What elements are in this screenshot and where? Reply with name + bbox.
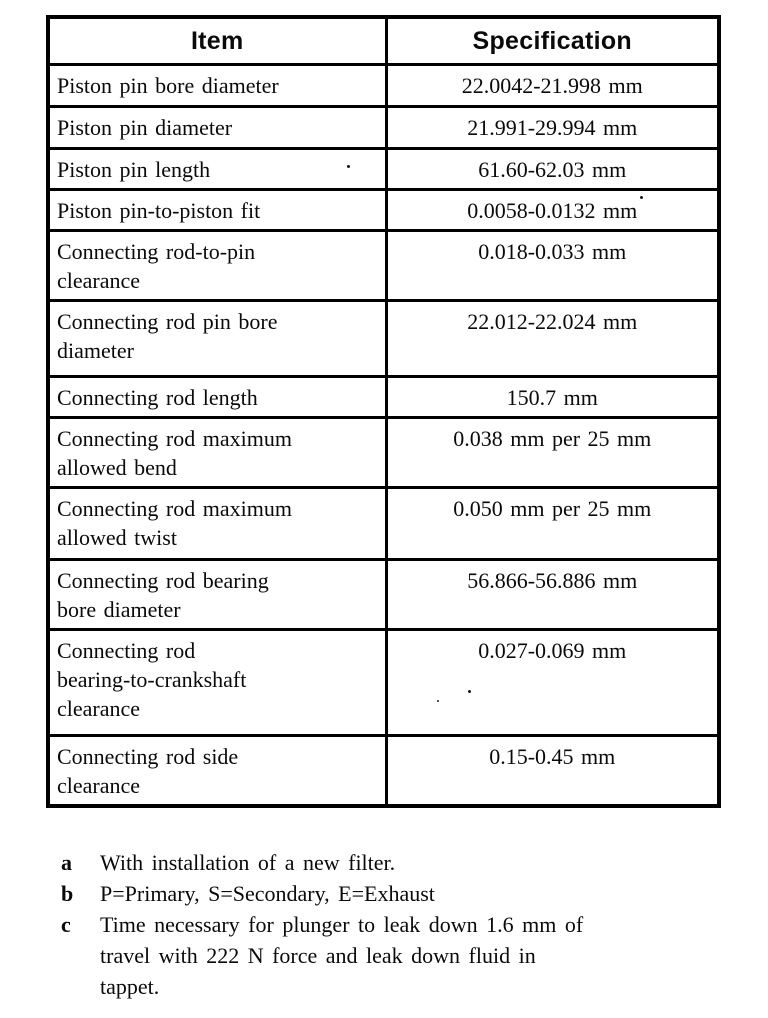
item-cell: Connecting rod maximum allowed twist xyxy=(46,486,388,561)
specification-table: Item Specification Piston pin bore diame… xyxy=(46,15,721,808)
table-row: Connecting rod-to-pin clearance 0.018-0.… xyxy=(46,229,721,302)
column-header-specification: Specification xyxy=(384,15,721,66)
table-row: Connecting rod side clearance 0.15-0.45 … xyxy=(46,734,721,808)
footnote-text: P=Primary, S=Secondary, E=Exhaust xyxy=(100,881,435,906)
table-row: Piston pin length 61.60-62.03 mm xyxy=(46,147,721,191)
spec-cell: 21.991-29.994 mm xyxy=(384,105,721,150)
spec-cell: 56.866-56.886 mm xyxy=(384,558,721,631)
scan-speck xyxy=(347,165,350,168)
table-row: Connecting rod length 150.7 mm xyxy=(46,375,721,419)
footnote-label: c xyxy=(61,912,71,937)
table-row: Piston pin-to-piston fit 0.0058-0.0132 m… xyxy=(46,188,721,232)
footnote-a: a With installation of a new filter. xyxy=(61,847,713,878)
item-cell: Connecting rod side clearance xyxy=(46,734,388,808)
table-row: Connecting rod maximum allowed bend 0.03… xyxy=(46,416,721,489)
scan-speck xyxy=(468,690,471,693)
item-cell: Connecting rod bearing-to-crankshaft cle… xyxy=(46,628,388,737)
table-row: Connecting rod pin bore diameter 22.012-… xyxy=(46,299,721,378)
spec-cell: 0.038 mm per 25 mm xyxy=(384,416,721,489)
table-row: Connecting rod bearing bore diameter 56.… xyxy=(46,558,721,631)
scan-speck xyxy=(437,700,439,702)
scan-speck xyxy=(640,196,643,199)
spec-cell: 0.0058-0.0132 mm xyxy=(384,188,721,232)
table-row: Connecting rod bearing-to-crankshaft cle… xyxy=(46,628,721,737)
item-cell: Piston pin bore diameter xyxy=(46,63,388,108)
spec-cell: 0.027-0.069 mm xyxy=(384,628,721,737)
footnote-label: a xyxy=(61,850,72,875)
item-cell: Connecting rod maximum allowed bend xyxy=(46,416,388,489)
table-row: Piston pin diameter 21.991-29.994 mm xyxy=(46,105,721,150)
item-cell: Connecting rod bearing bore diameter xyxy=(46,558,388,631)
item-cell: Connecting rod-to-pin clearance xyxy=(46,229,388,302)
footnote-label: b xyxy=(61,881,74,906)
item-cell: Connecting rod length xyxy=(46,375,388,419)
column-header-item: Item xyxy=(46,15,388,66)
header-row: Item Specification xyxy=(46,15,721,66)
item-cell: Piston pin diameter xyxy=(46,105,388,150)
table-row: Connecting rod maximum allowed twist 0.0… xyxy=(46,486,721,561)
footnote-text: With installation of a new filter. xyxy=(100,850,396,875)
footnote-text: Time necessary for plunger to leak down … xyxy=(100,912,584,999)
spec-cell: 61.60-62.03 mm xyxy=(384,147,721,191)
item-cell: Piston pin-to-piston fit xyxy=(46,188,388,232)
spec-cell: 22.0042-21.998 mm xyxy=(384,63,721,108)
item-cell: Piston pin length xyxy=(46,147,388,191)
spec-cell: 0.050 mm per 25 mm xyxy=(384,486,721,561)
footnote-b: b P=Primary, S=Secondary, E=Exhaust xyxy=(61,878,713,909)
spec-cell: 0.018-0.033 mm xyxy=(384,229,721,302)
table-row: Piston pin bore diameter 22.0042-21.998 … xyxy=(46,63,721,108)
spec-cell: 150.7 mm xyxy=(384,375,721,419)
spec-cell: 0.15-0.45 mm xyxy=(384,734,721,808)
footnotes-section: a With installation of a new filter. b P… xyxy=(61,847,713,1002)
footnote-c: c Time necessary for plunger to leak dow… xyxy=(61,909,713,1002)
spec-cell: 22.012-22.024 mm xyxy=(384,299,721,378)
item-cell: Connecting rod pin bore diameter xyxy=(46,299,388,378)
